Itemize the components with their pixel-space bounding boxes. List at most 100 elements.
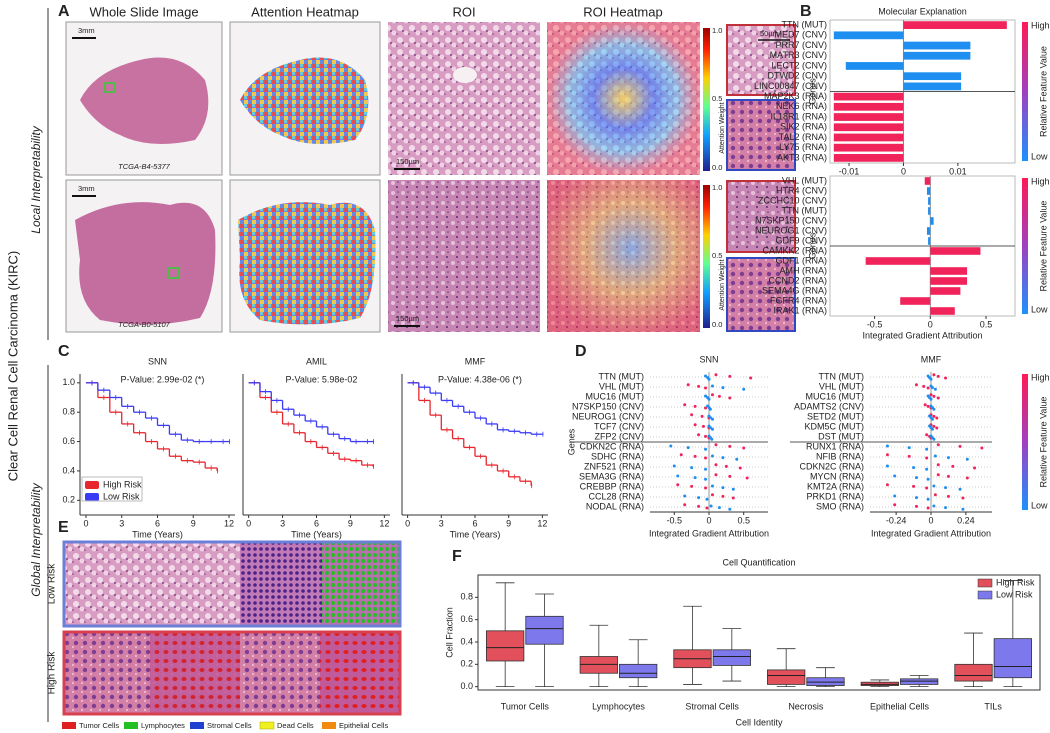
category-label: SETD2 (MUT) <box>807 411 864 421</box>
attribution-dot <box>710 393 714 397</box>
colorbar-tick: 0.5 <box>712 251 722 260</box>
bar <box>833 123 904 132</box>
attribution-dot <box>946 494 950 498</box>
box <box>900 678 939 685</box>
y-tick-label: 0.6 <box>62 436 75 446</box>
colorbar <box>703 185 710 328</box>
category-label: TCF7 (CNV) <box>594 421 644 431</box>
attribution-dot <box>690 413 694 417</box>
attribution-dot <box>932 437 936 441</box>
attribution-dot <box>926 386 930 390</box>
attribution-dot <box>936 463 940 467</box>
bar <box>903 51 971 60</box>
x-tick-label: 3 <box>280 518 285 528</box>
cell-images: Low Risk High Risk <box>47 540 402 716</box>
colorbar-high: High <box>1031 20 1050 30</box>
attribution-dot <box>944 486 948 490</box>
x-tick-label: Lymphocytes <box>592 701 645 711</box>
category-label: CREBBP (RNA) <box>580 481 644 491</box>
attribution-dot <box>926 506 930 510</box>
attribution-dot <box>690 466 694 470</box>
attribution-dot <box>932 414 936 418</box>
attribution-dot <box>705 497 709 501</box>
legend-label: Tumor Cells <box>79 721 119 730</box>
colorbar <box>1022 22 1028 161</box>
colorbar-tick: 0.0 <box>712 320 722 329</box>
scale-label: 3mm <box>78 184 95 193</box>
attribution-dot <box>933 387 937 391</box>
category-label: N7SKP150 (CNV) <box>755 215 827 225</box>
category-label: GDF9 (CNV) <box>776 235 828 245</box>
attribution-dot <box>926 497 930 501</box>
bar <box>833 154 904 162</box>
x-axis-label: Time (Years) <box>450 529 501 539</box>
attribution-dot <box>932 407 936 411</box>
bar <box>865 257 931 265</box>
legend-label: Low Risk <box>103 491 140 501</box>
cell-legend: Tumor Cells Lymphocytes Stromal Cells De… <box>62 721 388 730</box>
category-label: CCND2 (RNA) <box>769 275 828 285</box>
box <box>767 669 806 685</box>
x-tick-label: 9 <box>191 518 196 528</box>
attribution-dot <box>710 493 714 497</box>
attribution-dot <box>708 426 712 430</box>
attribution-dot <box>697 496 701 500</box>
attribution-dot <box>704 456 708 460</box>
colorbar <box>1022 178 1028 314</box>
attribution-dot <box>710 417 714 421</box>
attribution-dot <box>707 397 711 401</box>
annotation: P-Value: 4.38e-06 (*) <box>438 374 522 384</box>
attribution-dot <box>914 504 918 508</box>
legend-swatch <box>62 722 76 729</box>
category-label: VHL (MUT) <box>782 175 827 185</box>
attribution-dot <box>704 406 708 410</box>
zoom-tile <box>726 99 796 171</box>
attribution-dot <box>693 476 697 480</box>
column-header: ROI <box>452 4 475 19</box>
attribution-dot <box>925 467 929 471</box>
attribution-dot <box>925 456 929 460</box>
attribution-dot <box>710 384 714 388</box>
attribution-dot <box>742 446 746 450</box>
cell-overlay <box>322 542 400 626</box>
attribution-dot <box>925 486 929 490</box>
bar <box>930 307 955 315</box>
scale-bar <box>394 168 420 170</box>
group-frame <box>62 540 402 628</box>
tissue <box>80 57 209 144</box>
attribution-dot <box>922 384 926 388</box>
bar <box>930 267 968 275</box>
category-label: LINC00847 (CNV) <box>754 81 827 91</box>
y-tick-label: 0.2 <box>460 659 473 669</box>
panel-label: D <box>575 343 587 360</box>
category-label: KMT2A (RNA) <box>807 481 864 491</box>
panel-label: B <box>800 3 812 20</box>
y-axis-label: Genes <box>807 232 817 259</box>
attribution-dot <box>728 396 732 400</box>
attribution-dot <box>745 476 749 480</box>
box <box>806 677 845 686</box>
attribution-dot <box>704 467 708 471</box>
bar <box>903 72 962 81</box>
attribution-dot <box>912 466 916 470</box>
attribution-dot <box>930 427 934 431</box>
y-tick-label: 1.0 <box>62 377 75 387</box>
row-label: High Risk <box>47 651 58 695</box>
attribution-dot <box>704 477 708 481</box>
attribution-dot <box>926 404 930 408</box>
group-frame <box>62 630 402 716</box>
x-axis-label: Time (Years) <box>132 529 183 539</box>
scale-bar <box>394 325 420 327</box>
attribution-dot <box>708 407 712 411</box>
attribution-dot <box>946 474 950 478</box>
category-label: VHL (MUT) <box>819 381 864 391</box>
section-label: Global Interpretability <box>29 482 43 596</box>
panel-label: A <box>58 3 70 20</box>
x-tick-label: 0 <box>901 166 906 176</box>
y-axis-label: Genes <box>807 78 817 105</box>
attribution-dot <box>932 373 936 377</box>
category-label: RUNX1 (RNA) <box>806 441 864 451</box>
category-label: NEUROG1 (CNV) <box>755 225 827 235</box>
attribution-dot <box>929 393 933 397</box>
box <box>525 615 564 645</box>
